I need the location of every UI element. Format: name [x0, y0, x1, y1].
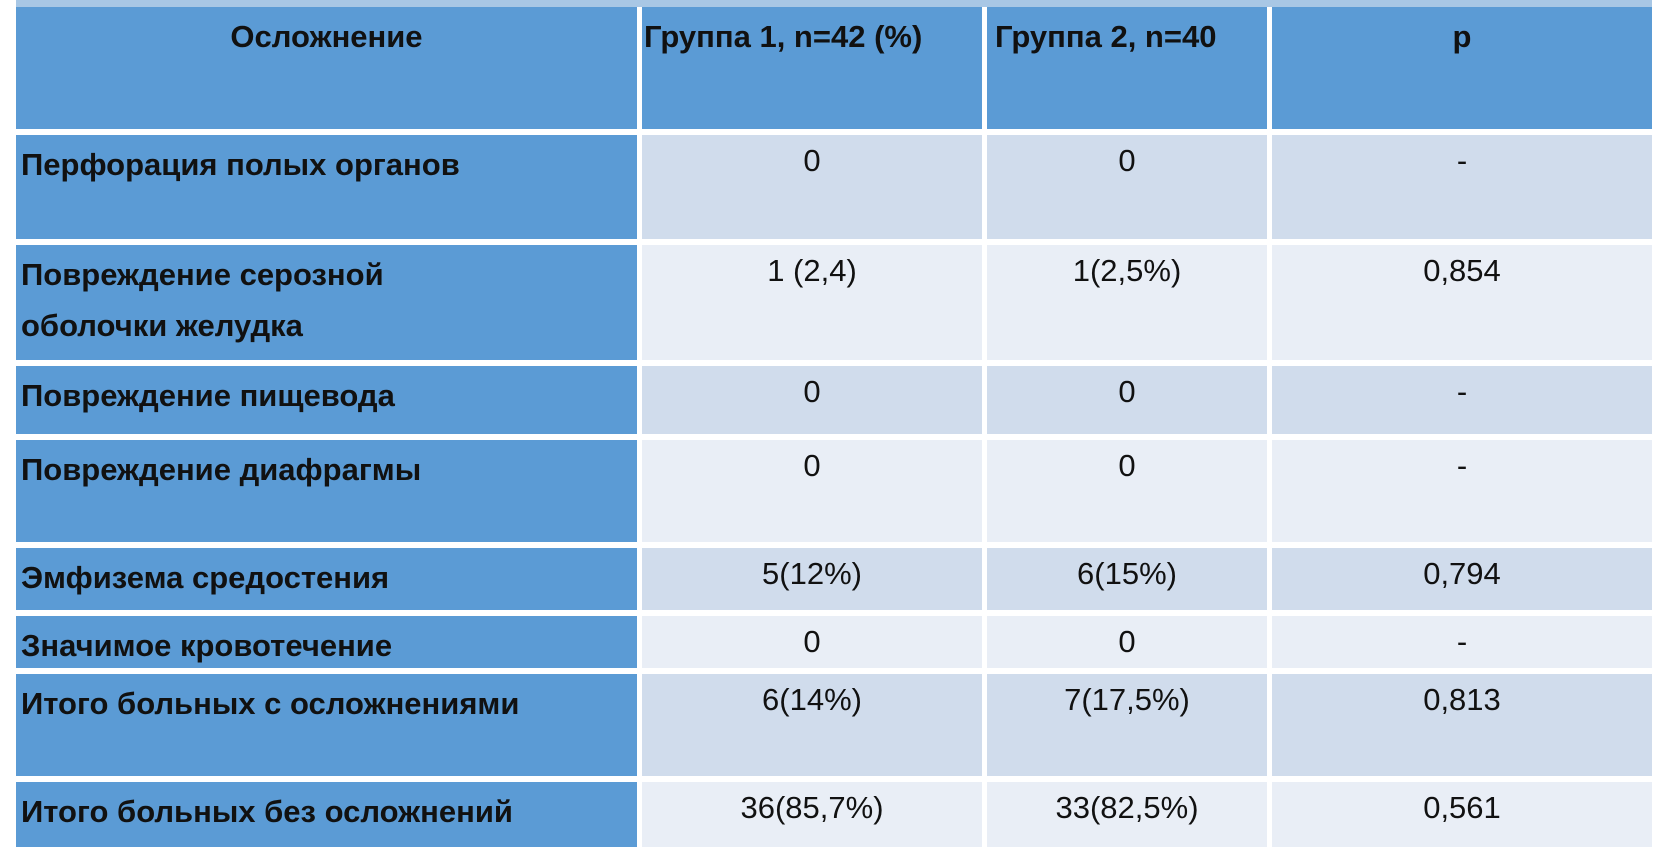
row-group1-value: 6(14%) — [642, 674, 982, 776]
row-group1-value: 36(85,7%) — [642, 782, 982, 847]
row-label: Значимое кровотечение — [16, 616, 637, 668]
row-group2-value: 0 — [987, 135, 1267, 239]
row-label: Итого больных с осложнениями — [16, 674, 637, 776]
row-group1-value: 0 — [642, 135, 982, 239]
row-label: Итого больных без осложнений — [16, 782, 637, 847]
row-label-text: Эмфизема средостения — [21, 560, 390, 595]
row-p-value: - — [1272, 135, 1652, 239]
row-p-value: 0,794 — [1272, 548, 1652, 610]
header-cell-p: p — [1272, 7, 1652, 129]
row-label-text: Значимое кровотечение — [21, 628, 393, 663]
row-group2-value: 6(15%) — [987, 548, 1267, 610]
header-cell-complication: Осложнение — [16, 7, 637, 129]
row-label-text: Повреждение серозной оболочки желудка — [21, 257, 384, 344]
row-label: Повреждение диафрагмы — [16, 440, 637, 542]
row-group1-value: 0 — [642, 440, 982, 542]
row-p-value: - — [1272, 366, 1652, 434]
row-p-value: 0,561 — [1272, 782, 1652, 847]
row-group2-value: 7(17,5%) — [987, 674, 1267, 776]
row-group1-value: 0 — [642, 366, 982, 434]
table-grid: Осложнение Группа 1, n=42 (%) Группа 2, … — [16, 7, 1652, 847]
row-group2-value: 1(2,5%) — [987, 245, 1267, 360]
table-top-border — [16, 0, 1652, 7]
header-cell-group1: Группа 1, n=42 (%) — [642, 7, 982, 129]
row-p-value: - — [1272, 440, 1652, 542]
row-group2-value: 0 — [987, 366, 1267, 434]
row-label-text: Повреждение диафрагмы — [21, 452, 422, 487]
row-group1-value: 1 (2,4) — [642, 245, 982, 360]
row-group1-value: 5(12%) — [642, 548, 982, 610]
row-group2-value: 0 — [987, 616, 1267, 668]
row-group2-value: 0 — [987, 440, 1267, 542]
row-group1-value: 0 — [642, 616, 982, 668]
row-label: Перфорация полых органов — [16, 135, 637, 239]
row-label: Повреждение пищевода — [16, 366, 637, 434]
row-label-text: Перфорация полых органов — [21, 147, 460, 182]
complications-table: Осложнение Группа 1, n=42 (%) Группа 2, … — [16, 0, 1652, 847]
row-p-value: - — [1272, 616, 1652, 668]
row-p-value: 0,813 — [1272, 674, 1652, 776]
row-group2-value: 33(82,5%) — [987, 782, 1267, 847]
header-cell-group2: Группа 2, n=40 — [987, 7, 1267, 129]
row-p-value: 0,854 — [1272, 245, 1652, 360]
row-label-text: Повреждение пищевода — [21, 378, 395, 413]
row-label: Повреждение серозной оболочки желудка — [16, 245, 637, 360]
row-label-text: Итого больных без осложнений — [21, 794, 513, 829]
row-label-text: Итого больных с осложнениями — [21, 686, 520, 721]
row-label: Эмфизема средостения — [16, 548, 637, 610]
